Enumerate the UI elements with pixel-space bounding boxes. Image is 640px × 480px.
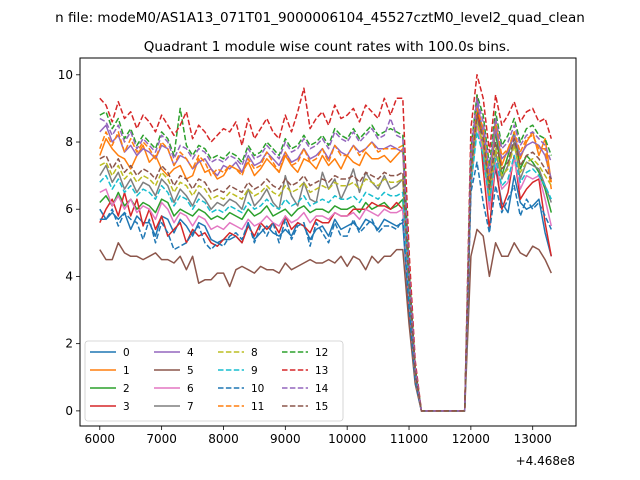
legend-label-9: 9 [251,365,258,377]
x-tick-label: 10000 [328,432,366,446]
x-tick-label: 6000 [85,432,116,446]
y-tick-label: 10 [58,68,73,82]
legend-label-7: 7 [187,401,194,413]
legend-label-13: 13 [315,365,328,377]
legend-label-5: 5 [187,365,194,377]
legend-label-0: 0 [123,347,130,359]
legend-label-3: 3 [123,401,130,413]
series-line-9 [99,131,552,412]
x-tick-label: 9000 [270,432,301,446]
series-line-13 [99,74,553,412]
figure-suptitle: n file: modeM0/AS1A13_071T01_9000006104_… [55,10,585,26]
y-tick-label: 2 [65,337,73,351]
series-line-11 [99,107,553,412]
legend-label-1: 1 [123,365,130,377]
legend-box [84,340,344,422]
x-tick-label: 11000 [390,432,428,446]
y-tick-label: 4 [65,269,73,283]
legend-label-12: 12 [315,347,328,359]
legend-label-2: 2 [123,383,130,395]
x-tick-label: 13000 [514,432,552,446]
x-offset-label: +4.468e8 [516,454,575,468]
legend-label-4: 4 [187,347,194,359]
x-tick-label: 12000 [452,432,490,446]
x-tick-label: 7000 [146,432,177,446]
plot-axes: 6000 7000 8000 9000 10000 11000 12000 13000 0 2 4 6… [58,68,552,446]
plot-series-group [99,74,553,412]
legend-label-6: 6 [187,383,194,395]
legend-label-14: 14 [315,383,329,395]
legend-label-15: 15 [315,401,328,413]
chart-title: Quadrant 1 module wise count rates with … [144,39,510,55]
legend-label-8: 8 [251,347,258,359]
y-tick-label: 0 [65,404,73,418]
legend-label-11: 11 [251,401,264,413]
x-tick-label: 8000 [208,432,239,446]
series-line-15 [99,114,552,412]
series-line-10 [99,161,552,412]
plot-frame [79,57,577,427]
series-line-14 [99,97,553,412]
series-line-5 [99,228,552,412]
y-tick-label: 8 [65,135,73,149]
series-line-12 [99,94,553,412]
y-tick-label: 6 [65,202,73,216]
legend-label-10: 10 [251,383,264,395]
